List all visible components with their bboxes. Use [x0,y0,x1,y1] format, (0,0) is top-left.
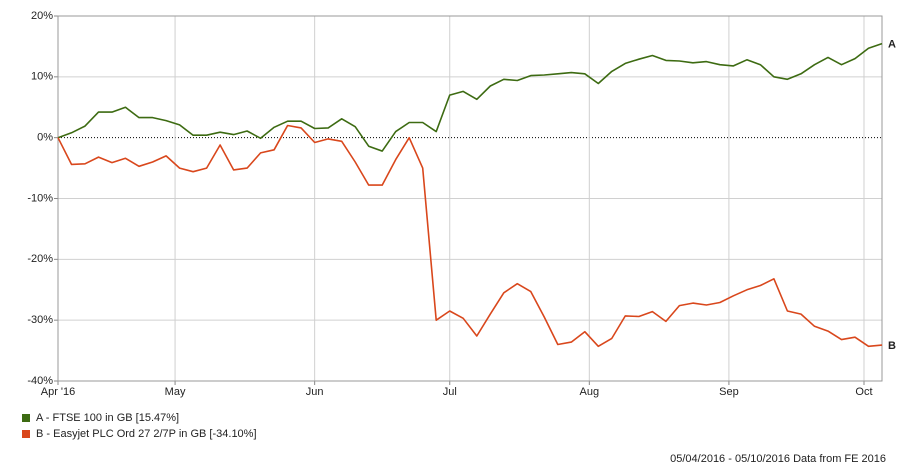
y-tick-label: 20% [31,10,53,22]
y-tick-label: -10% [27,192,53,204]
x-tick-label: Jul [443,386,457,398]
series-end-label: A [888,38,896,50]
x-tick-label: Apr '16 [41,386,76,398]
y-tick-label: -20% [27,253,53,265]
series-line [57,42,883,152]
x-tick-label: May [165,386,186,398]
y-tick-label: -40% [27,375,53,387]
y-tick-label: 0% [37,132,53,144]
x-tick-label: Sep [719,386,739,398]
series-end-label: B [888,340,896,352]
source-note: 05/04/2016 - 05/10/2016 Data from FE 201… [670,453,886,465]
legend-label: B - Easyjet PLC Ord 27 2/7P in GB [-34.1… [36,428,257,440]
series-line [57,124,883,348]
legend-swatch [22,430,30,438]
x-tick-label: Aug [580,386,600,398]
y-tick-label: -30% [27,314,53,326]
plot-frame [57,15,883,382]
legend-swatch [22,414,30,422]
x-tick-label: Oct [855,386,872,398]
y-tick-label: 10% [31,71,53,83]
legend-label: A - FTSE 100 in GB [15.47%] [36,412,179,424]
x-tick-label: Jun [306,386,324,398]
